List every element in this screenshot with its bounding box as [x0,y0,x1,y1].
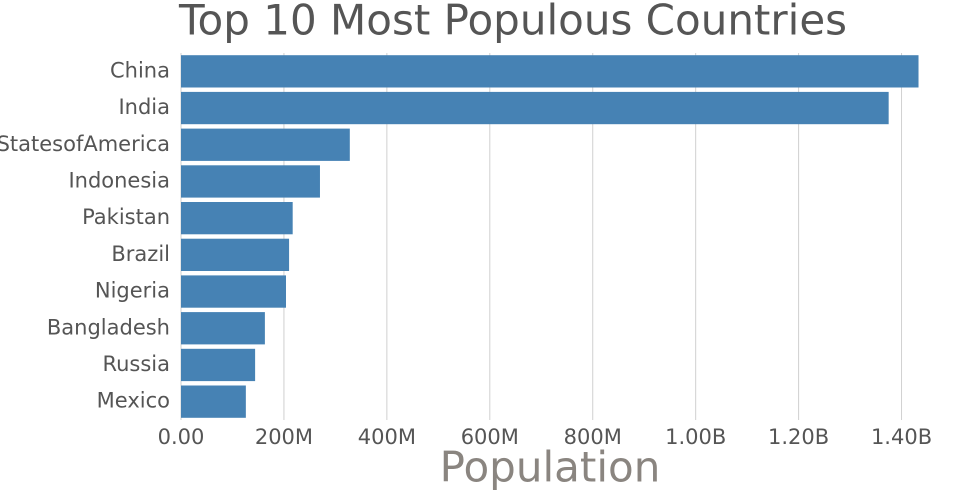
bar [181,202,293,235]
y-tick-label: UnitedStatesofAmerica [0,132,170,156]
x-tick-label: 0.00 [158,425,205,449]
x-tick-label: 200M [255,425,313,449]
x-tick-label: 800M [564,425,622,449]
y-tick-label: Indonesia [68,168,170,192]
bar [181,348,256,382]
bar [181,55,919,88]
y-tick-label: Pakistan [82,205,170,229]
bar [181,385,246,418]
y-tick-label: Bangladesh [47,315,170,339]
x-tick-label: 1.00B [665,425,726,449]
chart-title: Top 10 Most Populous Countries [178,0,847,45]
bar [181,275,286,308]
bar [181,238,290,271]
bar [181,91,889,125]
y-tick-label: China [110,58,170,82]
bar [181,312,265,345]
y-tick-label: Russia [102,352,170,376]
x-tick-label: 400M [358,425,416,449]
x-tick-label: 600M [461,425,519,449]
y-tick-label: Nigeria [95,279,170,303]
y-tick-label: Mexico [97,389,170,413]
bar [181,165,320,198]
x-axis-title: Population [440,443,661,492]
y-tick-label: Brazil [111,242,170,266]
y-tick-label: India [118,95,170,119]
x-tick-label: 1.20B [768,425,829,449]
x-tick-label: 1.40B [871,425,932,449]
bar [181,128,350,161]
